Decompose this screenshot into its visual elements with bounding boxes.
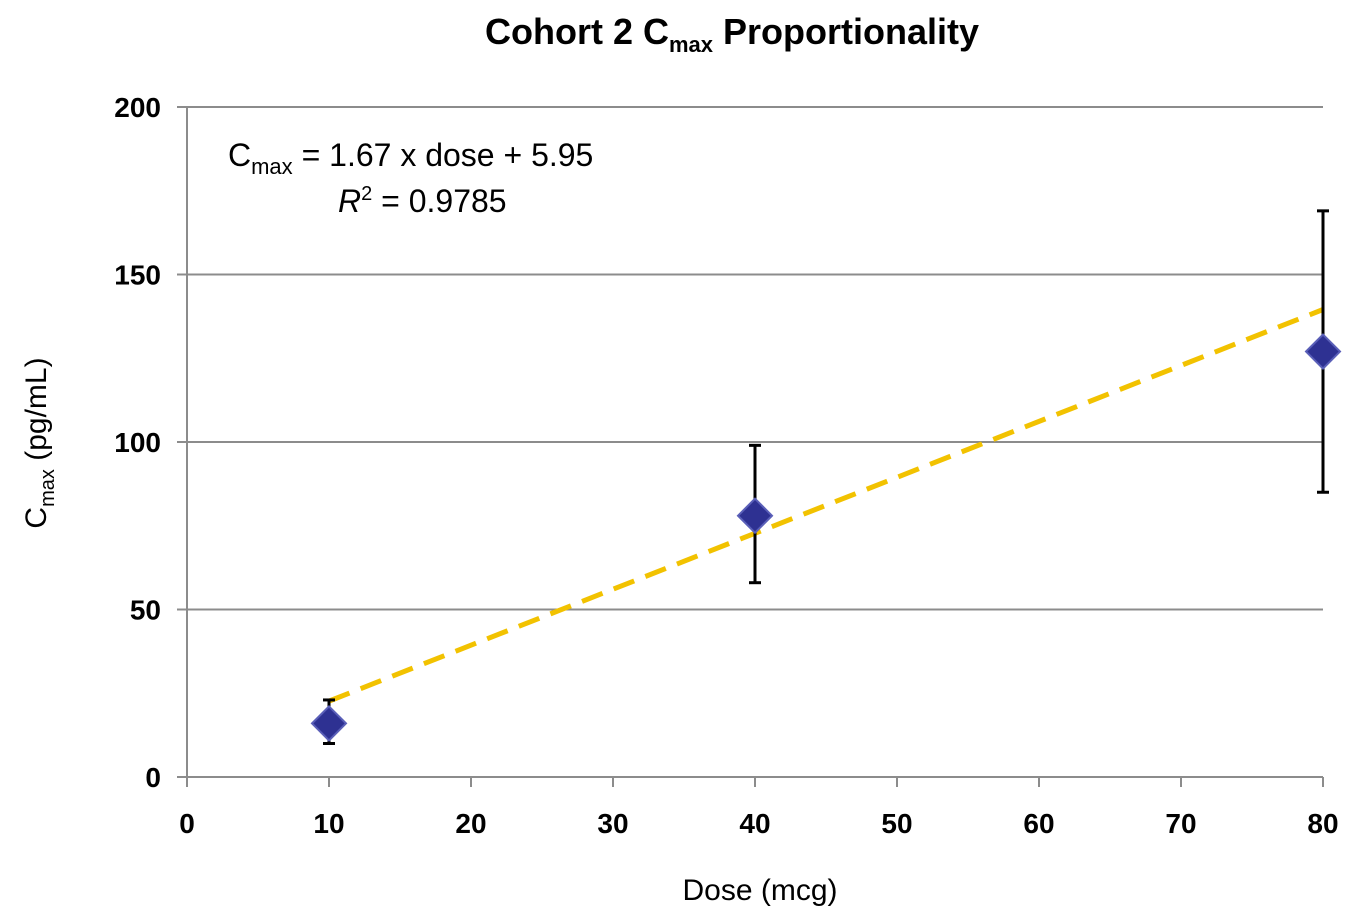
- x-axis-label: Dose (mcg): [682, 874, 837, 907]
- equation-c: C: [228, 137, 251, 173]
- data-point-10: [310, 704, 348, 742]
- trendline-group: [328, 307, 1324, 704]
- data-point-80: [1304, 333, 1342, 370]
- y-axis-label-sub: max: [37, 469, 59, 507]
- data-point-40: [736, 497, 774, 535]
- y-axis-label: Cmax (pg/mL): [20, 357, 59, 528]
- tick-labels: 0 50 100 150 200 0 10 20 30 40 50 60 70 80: [114, 92, 1338, 839]
- axes: [177, 106, 1324, 787]
- y-axis-label-rest: (pg/mL): [20, 357, 53, 469]
- r-squared-var: R: [338, 183, 361, 219]
- y-tick-label-150: 150: [114, 260, 161, 291]
- r-squared-sup: 2: [361, 183, 372, 205]
- grid-lines: [187, 106, 1323, 611]
- x-tick-label-10: 10: [313, 808, 344, 839]
- x-tick-label-20: 20: [455, 808, 486, 839]
- x-tick-label-70: 70: [1165, 808, 1196, 839]
- error-bars: [323, 209, 1329, 745]
- y-axis-label-main: C: [20, 507, 53, 529]
- chart-title-sub: max: [669, 32, 714, 57]
- chart-title-rest: Proportionality: [713, 11, 979, 52]
- r-squared-value: = 0.9785: [372, 183, 506, 219]
- trendline: [328, 307, 1324, 704]
- x-tick-label-0: 0: [179, 808, 195, 839]
- x-tick-label-60: 60: [1023, 808, 1054, 839]
- x-tick-label-40: 40: [739, 808, 770, 839]
- chart-title-main: Cohort 2 C: [485, 11, 669, 52]
- y-tick-label-200: 200: [114, 92, 161, 123]
- y-tick-label-50: 50: [130, 595, 161, 626]
- equation-c-sub: max: [251, 154, 293, 179]
- y-tick-label-100: 100: [114, 427, 161, 458]
- chart-title: Cohort 2 Cmax Proportionality: [485, 11, 979, 57]
- equation-line-1: Cmax = 1.67 x dose + 5.95: [228, 137, 593, 179]
- x-tick-label-80: 80: [1307, 808, 1338, 839]
- equation-rest: = 1.67 x dose + 5.95: [293, 137, 594, 173]
- x-tick-label-30: 30: [597, 808, 628, 839]
- x-tick-label-50: 50: [881, 808, 912, 839]
- data-points: [310, 333, 1342, 742]
- y-tick-label-0: 0: [145, 762, 161, 793]
- equation-line-2: R2 = 0.9785: [338, 183, 507, 219]
